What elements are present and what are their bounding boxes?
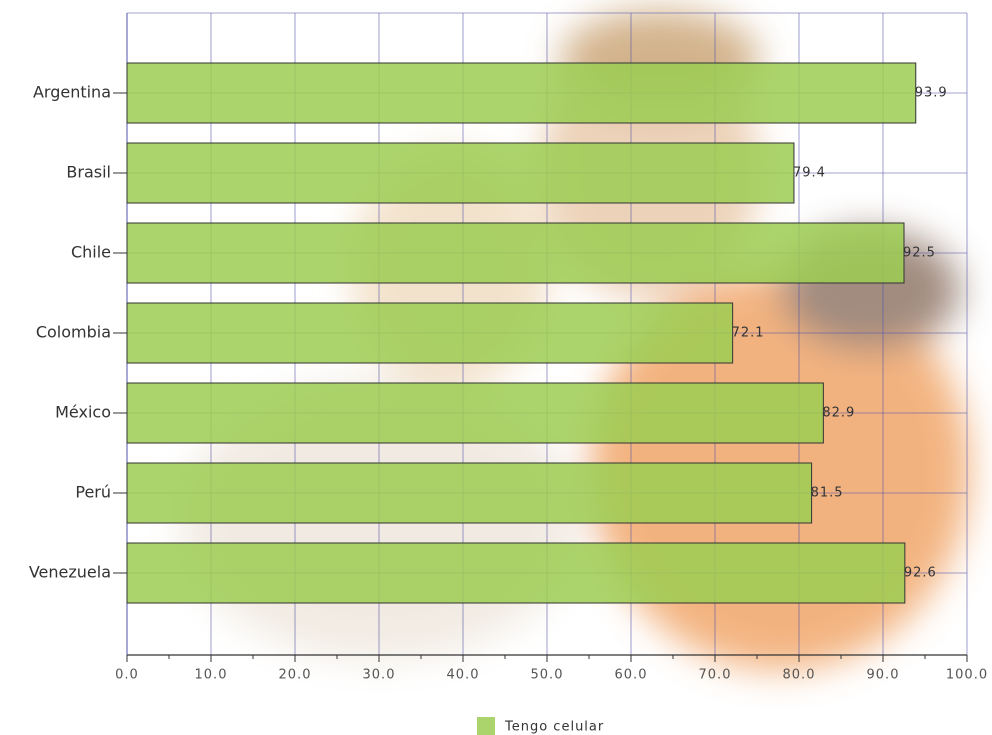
x-tick-label: 70.0	[699, 668, 732, 683]
value-label: 93.9	[915, 86, 948, 101]
x-tick-label: 40.0	[447, 668, 480, 683]
value-label: 92.6	[904, 566, 937, 581]
legend-swatch	[477, 717, 495, 735]
x-tick-label: 50.0	[531, 668, 564, 683]
value-label: 92.5	[903, 246, 936, 261]
bars	[126, 62, 917, 604]
x-tick-label: 0.0	[115, 668, 139, 683]
x-tick-label: 10.0	[195, 668, 228, 683]
y-tick-label: México	[55, 403, 111, 422]
bar	[126, 542, 906, 604]
x-tick-label: 60.0	[615, 668, 648, 683]
bar	[126, 382, 824, 444]
x-tick-label: 80.0	[783, 668, 816, 683]
legend-label: Tengo celular	[504, 720, 604, 735]
labels: 0.0 10.0 20.0 30.0 40.0 50.0 60.0 70.0 80.0 90.0 1…	[29, 83, 988, 735]
y-tick-label: Argentina	[33, 83, 111, 102]
y-tick-label: Brasil	[66, 163, 111, 182]
value-label: 79.4	[793, 166, 826, 181]
y-tick-label: Perú	[75, 483, 111, 502]
y-tick-label: Venezuela	[29, 563, 111, 582]
value-label: 72.1	[732, 326, 765, 341]
x-tick-label: 30.0	[363, 668, 396, 683]
bar	[126, 62, 917, 124]
value-label: 81.5	[811, 486, 844, 501]
y-tick-label: Chile	[71, 243, 111, 262]
value-label: 82.9	[822, 406, 855, 421]
x-tick-label: 100.0	[946, 668, 988, 683]
x-tick-label: 90.0	[867, 668, 900, 683]
bar	[126, 142, 795, 204]
bar	[126, 222, 905, 284]
y-tick-label: Colombia	[36, 323, 111, 342]
x-tick-label: 20.0	[279, 668, 312, 683]
bar	[126, 462, 813, 524]
bar	[126, 302, 734, 364]
